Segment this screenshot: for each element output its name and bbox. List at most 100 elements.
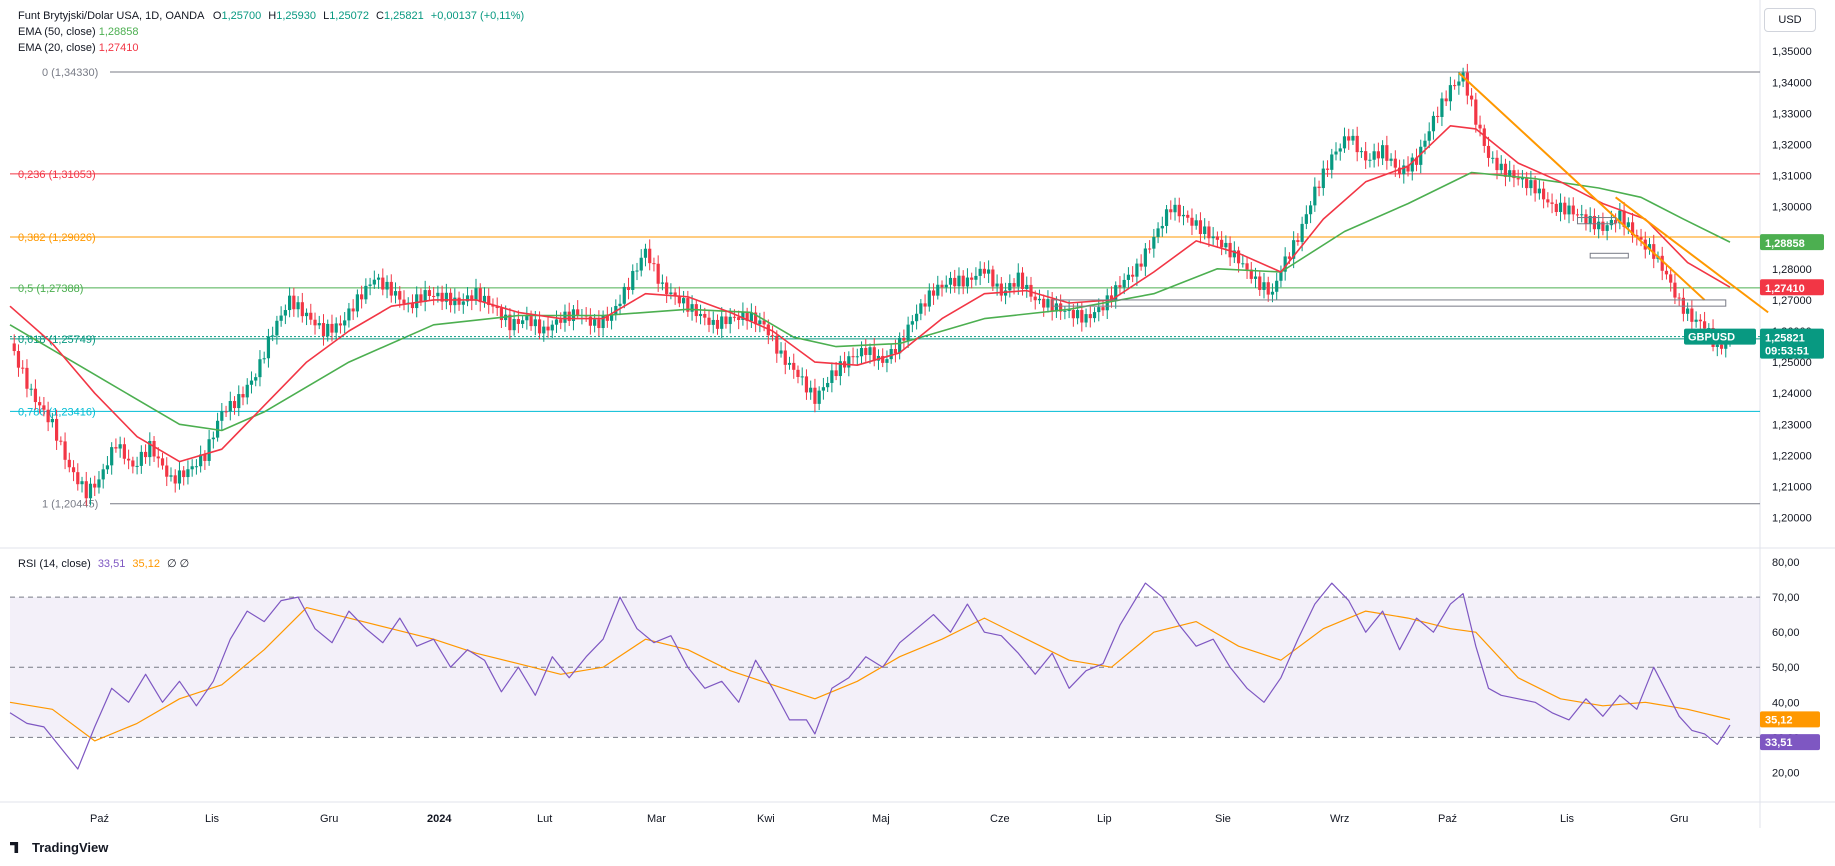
candle-body	[974, 275, 978, 280]
candle-body	[266, 336, 271, 359]
candle-body	[67, 459, 71, 468]
candle-body	[910, 321, 914, 325]
candle-body	[29, 388, 33, 390]
candle-body	[1702, 321, 1707, 329]
candle-body	[114, 447, 118, 449]
candle-body	[55, 418, 59, 441]
candle-body	[1580, 214, 1584, 216]
candle-body	[1550, 202, 1554, 204]
candle-body	[1224, 242, 1228, 248]
last-price-tag: 1,25821	[1765, 333, 1805, 345]
ema20-price-tag-bg	[1760, 279, 1824, 296]
candle-body	[1211, 236, 1215, 239]
candle-body	[626, 286, 631, 290]
candle-body	[1003, 290, 1008, 296]
tradingview-logo[interactable]: TradingView	[10, 840, 108, 855]
rsi-legend[interactable]: RSI (14, close) 33,51 35,12 ∅ ∅	[18, 556, 189, 572]
candle-body	[423, 290, 427, 302]
trendline-lower	[1615, 196, 1769, 314]
candle-body	[292, 295, 296, 310]
candle-body	[792, 362, 796, 370]
candle-body	[631, 270, 635, 290]
candle-body	[686, 298, 690, 312]
candle-body	[1448, 85, 1452, 102]
candle-body	[521, 320, 525, 324]
rsi-axis-label: 50,00	[1772, 662, 1800, 674]
price-axis-label: 1,32000	[1772, 139, 1812, 151]
candle-body	[1152, 236, 1156, 249]
candle-body	[21, 367, 25, 369]
time-axis-label: Sie	[1215, 813, 1231, 825]
candle-body	[139, 451, 143, 466]
candle-body	[1698, 319, 1702, 322]
candle-body	[800, 376, 804, 378]
rsi-axis-label: 40,00	[1772, 697, 1800, 709]
candle-body	[1597, 221, 1601, 230]
candle-body	[1546, 199, 1550, 203]
candle-body	[1008, 283, 1012, 291]
candle-body	[1054, 303, 1059, 312]
candle-body	[639, 257, 643, 271]
candle-body	[1241, 263, 1245, 265]
ema20-legend[interactable]: EMA (20, close) 1,27410	[18, 40, 138, 56]
time-axis-label: Maj	[872, 813, 890, 825]
rsi-tag: 33,51	[1765, 737, 1793, 749]
candle-body	[669, 292, 673, 295]
candle-body	[1143, 248, 1147, 267]
time-axis-label: Mar	[647, 813, 666, 825]
candle-body	[1203, 226, 1207, 235]
tradingview-logo-icon	[10, 842, 19, 853]
candle-body	[809, 387, 813, 393]
candle-body	[537, 319, 542, 334]
candle-body	[1253, 276, 1258, 279]
candle-body	[1639, 237, 1643, 240]
candle-body	[1262, 282, 1266, 290]
candle-body	[495, 306, 499, 309]
candle-body	[220, 411, 224, 421]
candle-body	[720, 316, 724, 329]
candle-body	[300, 302, 304, 317]
candle-body	[864, 348, 868, 355]
candle-body	[1686, 308, 1690, 314]
candle-body	[1190, 217, 1194, 226]
candle-body	[885, 359, 889, 363]
candle-body	[915, 313, 919, 322]
candle-body	[351, 308, 355, 312]
candle-body	[1177, 204, 1181, 217]
candle-body	[1236, 250, 1241, 264]
candle-body	[868, 347, 872, 355]
candle-body	[749, 312, 753, 322]
currency-button[interactable]: USD	[1764, 8, 1816, 32]
candle-body	[207, 439, 211, 461]
candle-body	[1563, 202, 1567, 215]
candle-body	[1283, 256, 1287, 272]
change-value: +0,00137 (+0,11%)	[430, 10, 525, 22]
candle-body	[817, 390, 821, 404]
candle-body	[304, 312, 309, 317]
rsi-ma-value: 35,12	[132, 558, 160, 570]
candle-body	[919, 303, 923, 314]
candle-body	[499, 308, 504, 321]
candle-body	[1410, 157, 1414, 172]
logo-text: TradingView	[32, 840, 109, 855]
candle-body	[1584, 214, 1588, 224]
ema20-value: 1,27410	[98, 42, 139, 54]
candle-body	[1232, 250, 1236, 258]
candle-body	[1148, 248, 1152, 250]
ema50-legend[interactable]: EMA (50, close) 1,28858	[18, 24, 138, 40]
candle-body	[1292, 240, 1296, 259]
candle-body	[1389, 158, 1393, 161]
candle-body	[487, 295, 491, 306]
candle-body	[465, 295, 470, 302]
price-axis-label: 1,27000	[1772, 295, 1812, 307]
candle-body	[1317, 186, 1321, 189]
candle-body	[681, 298, 686, 304]
candle-body	[448, 292, 453, 306]
rsi-axis-label: 80,00	[1772, 557, 1800, 569]
candle-body	[1080, 310, 1084, 323]
candle-body	[508, 314, 512, 331]
candle-body	[944, 284, 948, 288]
ema20-price-tag: 1,27410	[1765, 283, 1805, 295]
candle-body	[881, 355, 885, 363]
